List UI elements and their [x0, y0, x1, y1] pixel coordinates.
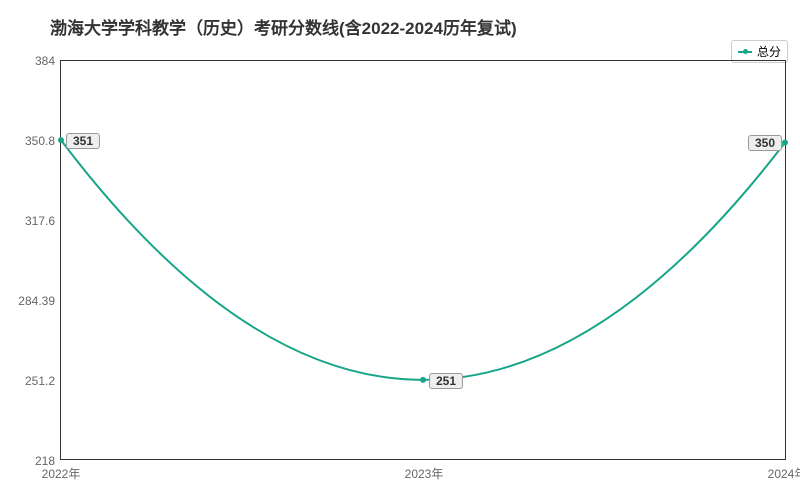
x-tick-label: 2024年 — [768, 465, 800, 482]
legend-marker — [738, 51, 752, 53]
data-point-label: 351 — [66, 133, 100, 149]
y-tick-label: 350.8 — [25, 134, 55, 148]
y-tick-label: 317.6 — [25, 214, 55, 228]
data-point-label: 350 — [748, 135, 782, 151]
data-point-marker — [58, 137, 64, 143]
y-tick-label: 384 — [35, 54, 55, 68]
chart-container: 渤海大学学科教学（历史）考研分数线(含2022-2024历年复试) 总分 218… — [0, 0, 800, 500]
chart-title: 渤海大学学科教学（历史）考研分数线(含2022-2024历年复试) — [50, 14, 517, 39]
line-series — [61, 61, 785, 459]
legend-label: 总分 — [757, 43, 781, 60]
x-tick-label: 2022年 — [42, 465, 81, 482]
plot-area: 218251.2284.39317.6350.83842022年2023年202… — [60, 60, 786, 460]
y-tick-label: 284.39 — [18, 294, 55, 308]
y-tick-label: 251.2 — [25, 374, 55, 388]
data-point-marker — [782, 140, 788, 146]
data-point-marker — [420, 377, 426, 383]
x-tick-label: 2023年 — [405, 465, 444, 482]
series-line — [61, 140, 785, 380]
data-point-label: 251 — [429, 373, 463, 389]
